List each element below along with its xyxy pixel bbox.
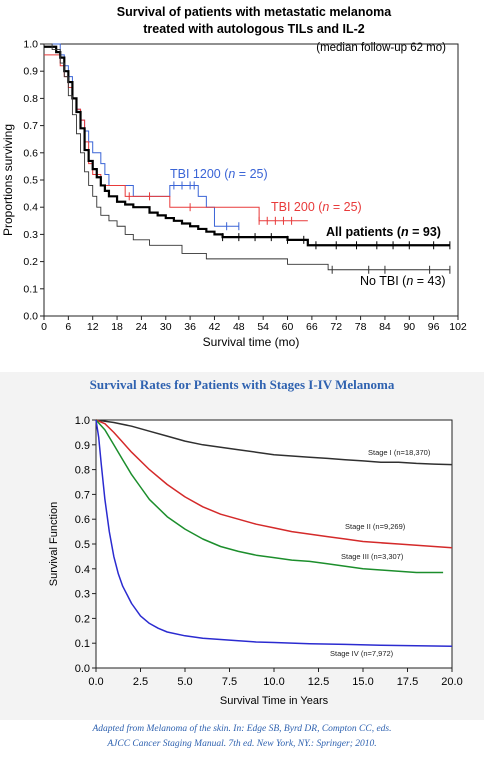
chart1-y-tick-label: 0.3	[23, 229, 38, 241]
chart2-x-tick-label: 12.5	[308, 676, 329, 688]
chart2-title: Survival Rates for Patients with Stages …	[90, 377, 395, 392]
chart1-x-tick-label: 78	[355, 321, 367, 333]
chart2-y-axis-label: Survival Function	[48, 502, 60, 586]
chart2-x-tick-label: 7.5	[222, 676, 237, 688]
chart2-x-tick-label: 17.5	[397, 676, 418, 688]
chart1-x-tick-label: 102	[449, 321, 467, 333]
chart1-x-tick-label: 12	[87, 321, 99, 333]
chart1-title: Survival of patients with metastatic mel…	[117, 5, 392, 19]
chart1-legend-tbi-200-suffix: = 25)	[329, 200, 361, 214]
chart1-legend-tbi-1200-prefix: TBI 1200 (	[170, 167, 229, 181]
chart2-y-tick-label: 0.5	[75, 539, 90, 551]
chart1-legend-all-patients-suffix: = 93)	[409, 225, 441, 239]
chart1-legend-tbi-1200-suffix: = 25)	[235, 167, 267, 181]
chart1-y-tick-label: 0.5	[23, 175, 38, 187]
chart1-x-tick-label: 18	[111, 321, 123, 333]
chart2-y-tick-label: 0.7	[75, 489, 90, 501]
chart1-legend-no-tbi-n: n	[406, 274, 413, 288]
chart2-series-stage-iii-label: Stage III (n=3,307)	[341, 552, 404, 561]
chart1-series-tbi-1200-line	[44, 43, 239, 227]
chart1-legend-all-patients: All patients (n = 93)	[326, 225, 441, 239]
chart2-x-tick-label: 2.5	[133, 676, 148, 688]
til-survival-chart: Survival of patients with metastatic mel…	[1, 5, 467, 349]
stage-survival-chart: Survival Rates for Patients with Stages …	[0, 372, 484, 720]
chart1-series-all-patients-line	[44, 45, 450, 247]
chart2-y-tick-label: 0.9	[75, 440, 90, 452]
chart2-x-tick-label: 15.0	[352, 676, 373, 688]
chart1-legend-tbi-1200: TBI 1200 (n = 25)	[170, 167, 268, 181]
chart1-x-tick-label: 48	[233, 321, 245, 333]
chart2-series-stage-i-label: Stage I (n=18,370)	[368, 448, 431, 457]
chart2-y-tick-label: 0.8	[75, 465, 90, 477]
chart1-x-tick-label: 66	[306, 321, 318, 333]
chart1-legend-tbi-1200-n: n	[228, 167, 235, 181]
chart1-note: (median follow-up 62 mo)	[316, 42, 446, 54]
chart1-x-tick-label: 6	[65, 321, 71, 333]
chart1-x-tick-label: 30	[160, 321, 172, 333]
chart1-y-tick-label: 0.7	[23, 120, 38, 132]
chart1-legend-no-tbi-suffix: = 43)	[413, 274, 445, 288]
chart1-x-tick-label: 90	[403, 321, 415, 333]
chart2-y-tick-label: 0.4	[75, 564, 90, 576]
chart1-legend-all-patients-n: n	[401, 225, 409, 239]
chart1-series-no-tbi-line	[44, 43, 450, 271]
chart2-y-tick-label: 0.6	[75, 514, 90, 526]
chart2-y-tick-label: 0.0	[75, 663, 90, 675]
chart1-legend-no-tbi-prefix: No TBI (	[360, 274, 407, 288]
chart1-y-tick-label: 0.9	[23, 66, 38, 78]
chart1-x-tick-label: 60	[282, 321, 294, 333]
chart1-legend-tbi-200-prefix: TBI 200 (	[271, 200, 323, 214]
chart2-series-stage-iv-label: Stage IV (n=7,972)	[330, 649, 394, 658]
chart1-y-tick-label: 0.8	[23, 93, 38, 105]
chart1-x-tick-label: 72	[330, 321, 342, 333]
chart2-x-tick-label: 20.0	[441, 676, 462, 688]
chart1-x-tick-label: 42	[209, 321, 221, 333]
chart2-x-axis-label: Survival Time in Years	[220, 695, 329, 707]
chart2-series-stage-ii-line	[95, 419, 453, 549]
chart1-legend-all-patients-prefix: All patients (	[326, 225, 402, 239]
chart1-y-tick-label: 0.6	[23, 147, 38, 159]
chart1-legend-no-tbi: No TBI (n = 43)	[360, 274, 446, 288]
chart1-legend-tbi-200-n: n	[322, 200, 329, 214]
chart2-y-tick-label: 0.3	[75, 589, 90, 601]
citation-line-1: Adapted from Melanoma of the skin. In: E…	[92, 724, 392, 734]
chart2-y-tick-label: 0.1	[75, 638, 90, 650]
chart1-subtitle: treated with autologous TILs and IL-2	[143, 22, 365, 36]
chart1-y-tick-label: 0.0	[23, 311, 38, 323]
chart1-legend-tbi-200: TBI 200 (n = 25)	[271, 200, 362, 214]
chart1-y-tick-label: 1.0	[23, 39, 38, 51]
chart2-series-stage-i-line	[95, 419, 453, 466]
citation: Adapted from Melanoma of the skin. In: E…	[0, 722, 484, 752]
chart1-y-tick-label: 0.4	[23, 202, 38, 214]
chart2-series-stage-iv-line	[95, 419, 453, 647]
chart1-x-tick-label: 84	[379, 321, 391, 333]
chart1-y-tick-label: 0.2	[23, 256, 38, 268]
chart2-x-tick-label: 10.0	[263, 676, 284, 688]
chart2-x-tick-label: 5.0	[177, 676, 192, 688]
chart1-y-tick-label: 0.1	[23, 283, 38, 295]
chart1-x-tick-label: 0	[41, 321, 47, 333]
chart2-series-stage-iii-line	[95, 419, 444, 574]
chart2-x-tick-label: 0.0	[88, 676, 103, 688]
chart2-y-tick-label: 0.2	[75, 613, 90, 625]
chart1-x-tick-label: 54	[257, 321, 269, 333]
chart2-y-tick-label: 1.0	[75, 415, 90, 427]
chart1-x-tick-label: 24	[136, 321, 148, 333]
chart1-x-tick-label: 36	[184, 321, 196, 333]
chart2-series-stage-ii-label: Stage II (n=9,269)	[345, 522, 406, 531]
chart1-x-axis-label: Survival time (mo)	[203, 335, 300, 349]
chart1-x-tick-label: 96	[428, 321, 440, 333]
chart1-y-axis-label: Proportions surviving	[1, 124, 15, 236]
chart1-series-tbi-200-line	[44, 54, 308, 222]
citation-line-2: AJCC Cancer Staging Manual. 7th ed. New …	[107, 739, 377, 749]
